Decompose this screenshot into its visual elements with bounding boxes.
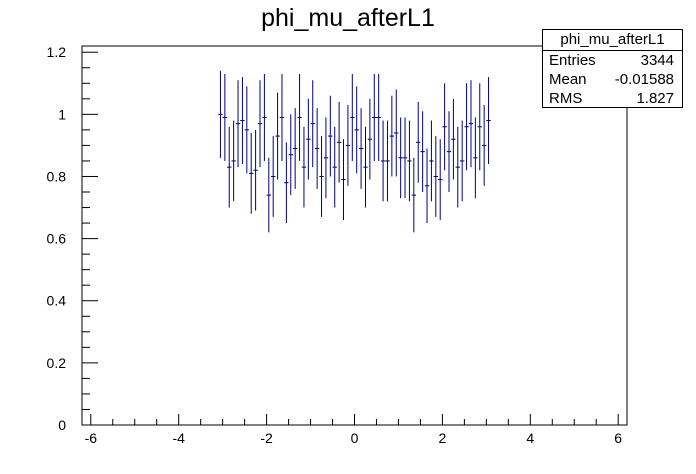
data-point — [266, 157, 271, 233]
stats-value: 3344 — [640, 52, 674, 69]
stats-value: -0.01588 — [614, 71, 674, 88]
data-point — [319, 136, 324, 217]
data-point — [486, 77, 491, 165]
x-axis: -6 -4 -2 0 2 4 6 — [85, 414, 622, 446]
data-point — [367, 98, 373, 180]
data-point — [306, 98, 311, 180]
stats-label: Entries — [549, 52, 596, 69]
data-point — [363, 126, 368, 208]
stats-row-rms: RMS 1.827 — [543, 89, 682, 108]
data-point — [301, 126, 307, 208]
data-point — [429, 120, 434, 202]
x-tick-label: -6 — [85, 430, 98, 446]
data-point — [433, 136, 439, 217]
data-point — [468, 80, 474, 168]
data-point — [446, 111, 452, 193]
data-point — [218, 70, 223, 158]
data-point — [288, 114, 293, 196]
data-point — [389, 95, 395, 177]
data-point — [227, 126, 232, 208]
data-point — [354, 86, 359, 174]
y-tick-label: 0.6 — [47, 231, 67, 247]
data-point — [411, 157, 417, 233]
data-point — [284, 142, 289, 224]
data-point — [270, 136, 276, 217]
data-point — [235, 80, 241, 168]
data-point — [262, 73, 267, 161]
data-point — [240, 77, 245, 165]
data-point — [376, 73, 381, 161]
data-point — [328, 95, 333, 177]
data-point — [253, 129, 258, 211]
data-point — [464, 83, 469, 171]
data-point — [459, 120, 465, 202]
stats-box: phi_mu_afterL1 Entries 3344 Mean -0.0158… — [542, 29, 683, 108]
data-point — [477, 83, 482, 171]
y-tick-label: 1 — [58, 106, 66, 122]
stats-label: RMS — [549, 90, 583, 107]
data-point — [310, 80, 315, 168]
data-point — [314, 108, 320, 189]
x-tick-label: 6 — [614, 430, 622, 446]
data-point — [350, 73, 355, 161]
data-point — [249, 132, 254, 214]
data-point — [385, 120, 390, 202]
data-point — [402, 117, 408, 199]
data-point — [244, 86, 250, 174]
y-axis: 0 0.2 0.4 0.6 0.8 1 1.2 — [47, 44, 98, 433]
data-point — [358, 108, 364, 189]
data-point — [442, 83, 447, 171]
x-tick-label: 2 — [439, 430, 447, 446]
data-point — [336, 101, 342, 183]
data-point — [473, 117, 478, 199]
stats-label: Mean — [549, 71, 587, 88]
data-point — [380, 120, 386, 202]
data-point — [222, 73, 228, 161]
data-point — [394, 89, 399, 177]
plot-frame — [81, 45, 628, 426]
data-point — [332, 126, 337, 208]
data-point — [407, 120, 412, 202]
data-point — [275, 92, 280, 180]
data-point — [297, 73, 302, 161]
data-point — [292, 108, 298, 189]
data-point — [323, 117, 329, 199]
data-point — [398, 117, 403, 199]
stats-value: 1.827 — [636, 90, 674, 107]
stats-row-entries: Entries 3344 — [543, 51, 682, 70]
data-point — [420, 111, 425, 193]
y-tick-label: 0.8 — [47, 168, 67, 184]
stats-title: phi_mu_afterL1 — [543, 30, 682, 51]
data-point — [438, 139, 443, 220]
x-tick-label: -2 — [260, 430, 273, 446]
data-point — [372, 73, 377, 161]
data-point — [345, 105, 351, 186]
data-point — [451, 98, 456, 180]
data-point — [341, 139, 346, 220]
data-point — [424, 148, 430, 224]
data-points — [218, 70, 491, 233]
data-point — [257, 80, 263, 168]
x-tick-label: -4 — [172, 430, 185, 446]
data-point — [416, 101, 421, 183]
y-tick-label: 0.4 — [47, 293, 67, 309]
data-point — [231, 120, 236, 202]
x-tick-label: 4 — [526, 430, 534, 446]
y-tick-label: 0 — [58, 417, 66, 433]
chart-title: phi_mu_afterL1 — [261, 4, 435, 32]
data-point — [455, 126, 460, 208]
data-point — [481, 105, 487, 186]
data-point — [279, 73, 285, 161]
y-tick-label: 0.2 — [47, 355, 67, 371]
y-tick-label: 1.2 — [47, 44, 67, 60]
stats-row-mean: Mean -0.01588 — [543, 70, 682, 89]
x-tick-label: 0 — [351, 430, 359, 446]
